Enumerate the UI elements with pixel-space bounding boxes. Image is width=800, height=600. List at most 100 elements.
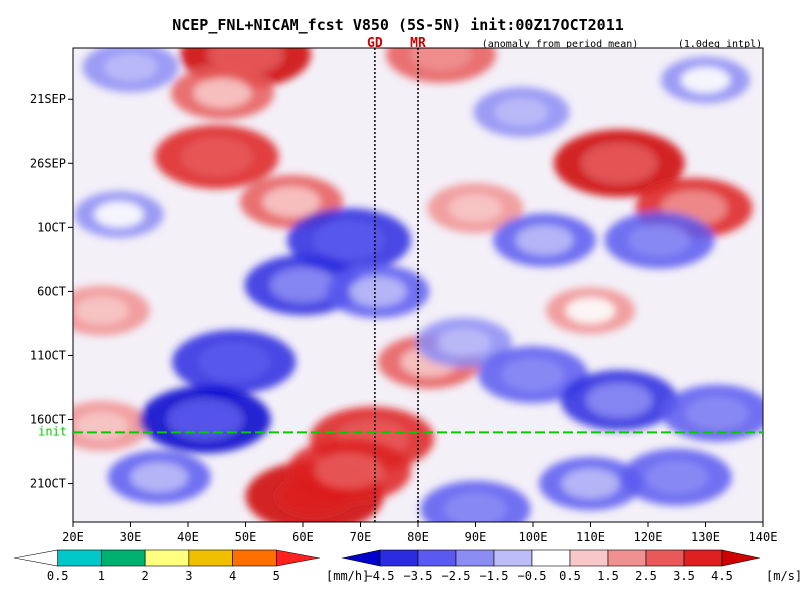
marker-label: GD xyxy=(367,36,383,51)
colorbar-label: −2.5 xyxy=(442,569,471,583)
x-tick-label: 100E xyxy=(519,530,548,544)
colorbar-swatch xyxy=(569,549,609,567)
x-tick-label: 30E xyxy=(120,530,142,544)
anomaly-core xyxy=(270,268,336,302)
chart-title: NCEP_FNL+NICAM_fcst V850 (5S-5N) init:00… xyxy=(172,16,624,34)
anomaly-core xyxy=(449,194,502,222)
colorbar-swatch xyxy=(13,549,59,567)
interp-annotation: (1.0deg intpl) xyxy=(678,39,762,50)
colorbar-label: 3 xyxy=(185,569,192,583)
x-tick-label: 60E xyxy=(292,530,314,544)
colorbar-swatch xyxy=(455,549,495,567)
y-axis: 21SEP 26SEP 1OCT 6OCT 11OCT 16OCT 21OCT xyxy=(30,92,73,491)
anomaly-core xyxy=(410,48,472,71)
y-tick-label: 21SEP xyxy=(30,92,66,106)
x-tick-label: 90E xyxy=(465,530,487,544)
colorbar-label: 2.5 xyxy=(635,569,657,583)
marker-labels: GD MR xyxy=(367,36,426,51)
anomaly-core xyxy=(314,222,384,258)
anomaly-core xyxy=(495,98,548,126)
y-tick-label: 11OCT xyxy=(30,348,66,362)
x-tick-label: 80E xyxy=(407,530,429,544)
precip-colorbar: 0.5 1 2 3 4 5 [mm/h] xyxy=(13,549,369,583)
colorbar-swatch xyxy=(144,549,190,567)
anomaly-core xyxy=(437,328,491,357)
y-tick-label: 21OCT xyxy=(30,477,66,491)
x-tick-label: 20E xyxy=(62,530,84,544)
colorbar-swatch xyxy=(721,549,761,567)
colorbar-swatch xyxy=(379,549,419,567)
colorbar-label: −0.5 xyxy=(518,569,547,583)
x-tick-label: 40E xyxy=(177,530,199,544)
colorbar-label: 5 xyxy=(273,569,280,583)
colorbar-swatch xyxy=(645,549,685,567)
anomaly-core xyxy=(516,225,573,255)
v850-colorbar: −4.5 −3.5 −2.5 −1.5 −0.5 0.5 1.5 2.5 3.5 4.5 [m/s] xyxy=(341,549,800,583)
plot-area xyxy=(73,48,763,522)
anomaly-annotation: (anomaly from period mean) xyxy=(482,39,639,50)
colorbar-unit: [mm/h] xyxy=(326,569,369,583)
colorbar-swatch xyxy=(341,549,381,567)
y-tick-label: 26SEP xyxy=(30,156,66,170)
colorbar-label: 1.5 xyxy=(597,569,619,583)
colorbar-swatch xyxy=(683,549,723,567)
anomaly-core xyxy=(194,78,251,108)
anomaly-core xyxy=(199,344,269,380)
anomaly-core xyxy=(130,462,188,492)
colorbar-swatch xyxy=(531,549,571,567)
anomaly-core xyxy=(566,297,615,324)
colorbar-label: 1 xyxy=(98,569,105,583)
colorbar-swatch xyxy=(275,549,321,567)
anomaly-core xyxy=(583,144,656,182)
anomaly-field xyxy=(73,48,763,522)
colorbar-swatch xyxy=(493,549,533,567)
colorbar-swatch xyxy=(232,549,277,567)
anomaly-core xyxy=(314,453,384,489)
anomaly-core xyxy=(646,461,707,493)
y-tick-label: 1OCT xyxy=(37,220,66,234)
x-tick-label: 70E xyxy=(350,530,372,544)
x-tick-label: 130E xyxy=(691,530,720,544)
anomaly-core xyxy=(75,296,129,325)
colorbar-label: 2 xyxy=(142,569,149,583)
anomaly-core xyxy=(75,412,129,440)
colorbar-swatch xyxy=(607,549,647,567)
anomaly-core xyxy=(681,67,730,93)
colorbar-label: −1.5 xyxy=(480,569,509,583)
x-axis: 20E 30E 40E 50E 60E 70E 80E 90E 100E 110E 120E 130E… xyxy=(62,522,777,544)
anomaly-core xyxy=(445,493,506,522)
marker-lines xyxy=(374,48,419,522)
colorbar-unit: [m/s] xyxy=(766,569,800,583)
y-tick-label: 6OCT xyxy=(37,284,66,298)
anomaly-core xyxy=(94,201,144,228)
anomaly-core xyxy=(169,400,242,439)
anomaly-core xyxy=(502,359,564,391)
colorbar-swatch xyxy=(417,549,457,567)
x-tick-label: 110E xyxy=(576,530,605,544)
anomaly-core xyxy=(104,53,157,81)
anomaly-core xyxy=(263,187,320,217)
anomaly-core xyxy=(629,224,690,256)
y-tick-label: 16OCT xyxy=(30,413,66,427)
anomaly-core xyxy=(349,276,407,307)
x-tick-label: 50E xyxy=(235,530,257,544)
colorbar-swatch xyxy=(188,549,233,567)
colorbar-label: 0.5 xyxy=(559,569,581,583)
init-label: init xyxy=(38,424,67,438)
anomaly-core xyxy=(686,397,748,429)
colorbar-swatch xyxy=(57,549,102,567)
colorbar-label: 4 xyxy=(229,569,236,583)
colorbar-swatch xyxy=(101,549,146,567)
colorbar-label: 3.5 xyxy=(673,569,695,583)
anomaly-core xyxy=(587,383,652,417)
anomaly-core xyxy=(562,468,619,499)
colorbar-label: −3.5 xyxy=(404,569,433,583)
colorbar-label: −4.5 xyxy=(366,569,395,583)
colorbar-label: 0.5 xyxy=(47,569,69,583)
marker-label: MR xyxy=(410,36,426,51)
anomaly-core xyxy=(182,139,251,175)
x-tick-label: 120E xyxy=(634,530,663,544)
x-tick-label: 140E xyxy=(749,530,778,544)
init-marker: init xyxy=(38,424,763,438)
